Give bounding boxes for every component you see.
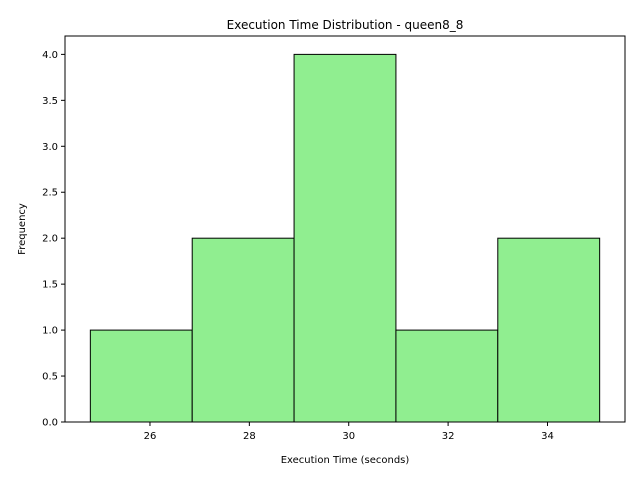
histogram-bar-0	[89, 329, 193, 423]
histogram-bar-3	[395, 329, 499, 423]
y-tick-label: 3.0	[42, 142, 58, 153]
y-tick-label: 2.5	[42, 188, 58, 199]
plot-frame	[64, 35, 626, 423]
y-tick-label: 1.0	[42, 326, 58, 337]
y-tick-label: 4.0	[42, 50, 58, 61]
y-tick-label: 2.0	[42, 234, 58, 245]
y-tick-label: 1.5	[42, 280, 58, 291]
histogram-bar-4	[497, 237, 601, 423]
x-tick-label: 32	[442, 431, 455, 442]
y-axis-label: Frequency	[17, 203, 28, 255]
histogram-bar-2	[293, 53, 397, 423]
y-tick-label: 0.0	[42, 418, 58, 429]
y-axis-ticks: 0.0 0.5 1.0 1.5 2.0 2.5 3.0 3.5 4.0	[42, 50, 65, 429]
x-tick-label: 26	[144, 431, 157, 442]
x-tick-label: 34	[541, 431, 554, 442]
y-tick-label: 0.5	[42, 372, 58, 383]
x-axis-label: Execution Time (seconds)	[281, 455, 410, 466]
chart-title: Execution Time Distribution - queen8_8	[227, 18, 464, 32]
x-tick-label: 30	[342, 431, 355, 442]
y-tick-label: 3.5	[42, 96, 58, 107]
x-tick-label: 28	[243, 431, 256, 442]
bars-group	[89, 53, 601, 423]
x-axis-ticks: 26 28 30 32 34	[144, 422, 554, 442]
histogram-bar-1	[191, 237, 295, 423]
